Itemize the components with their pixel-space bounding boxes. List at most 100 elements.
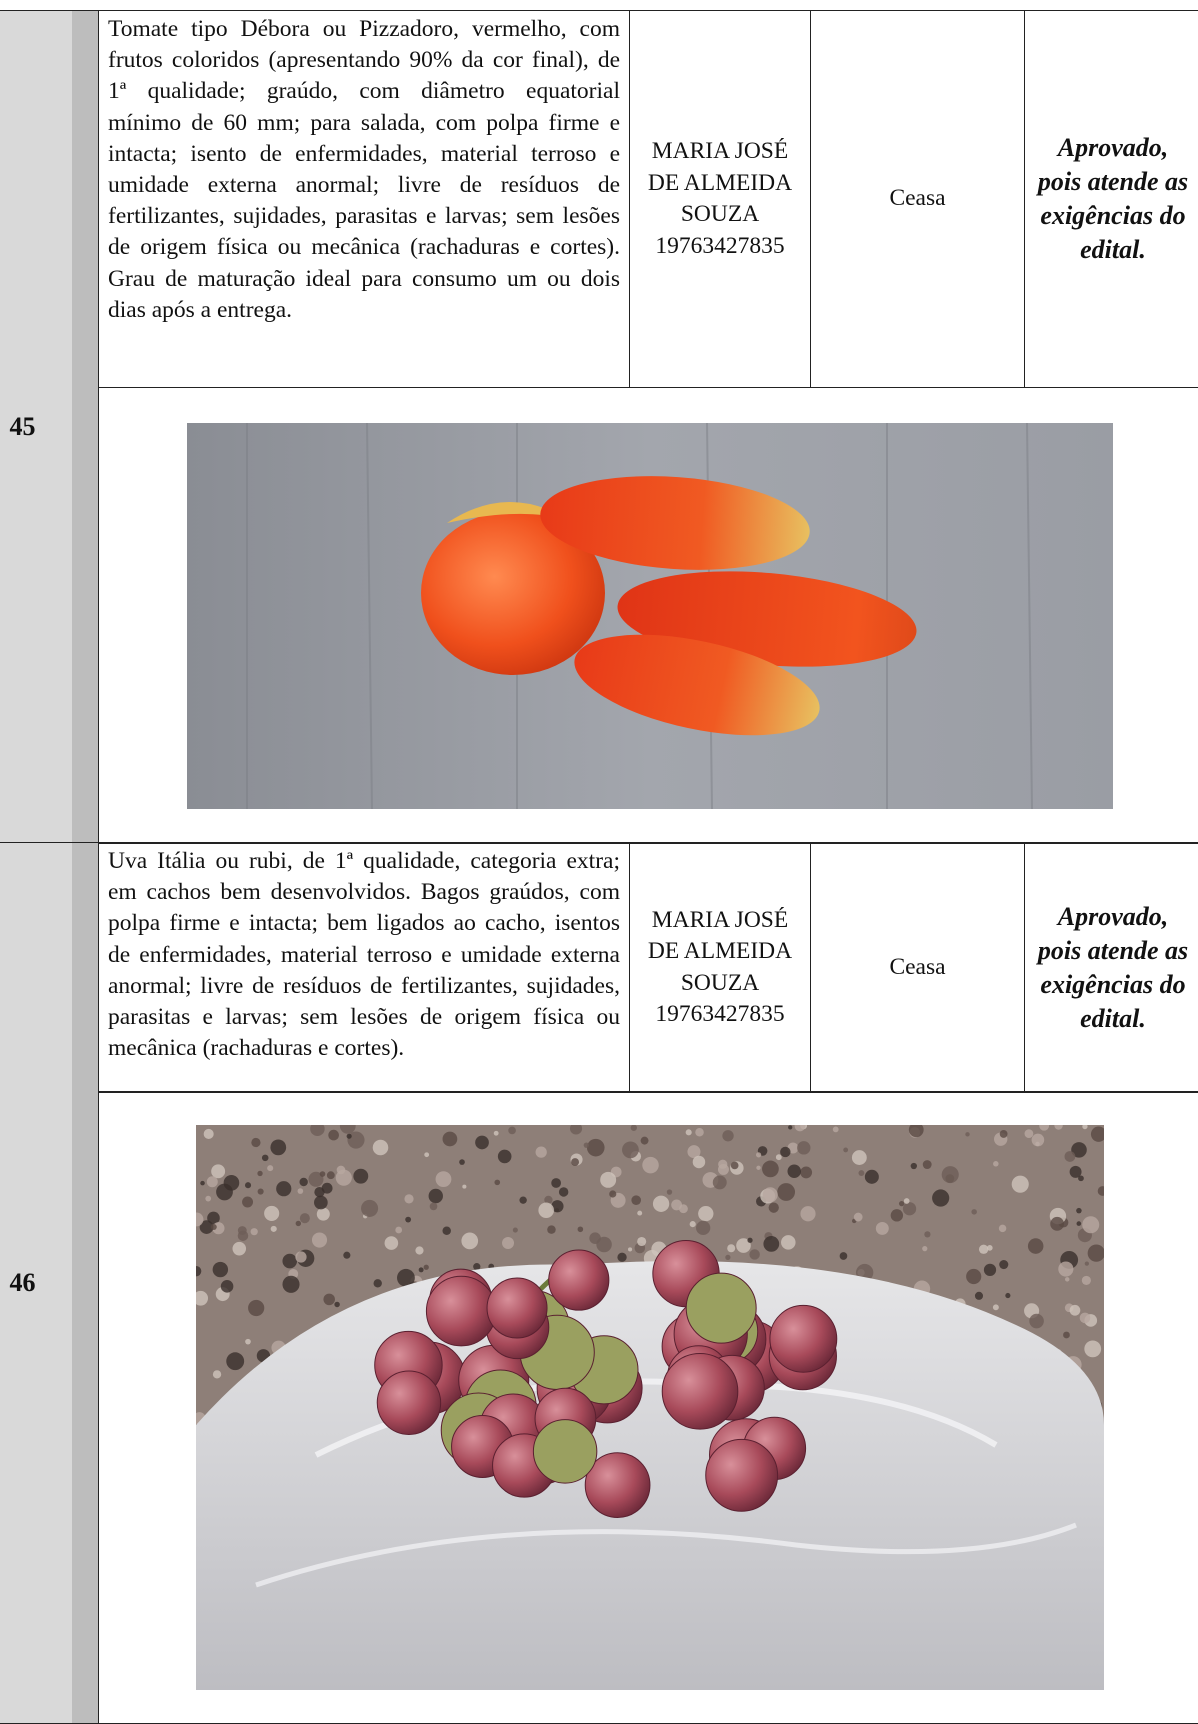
photo-detail [763, 1236, 780, 1252]
photo-detail [395, 1226, 403, 1234]
photo-detail [242, 1196, 254, 1208]
photo-detail [596, 1236, 612, 1253]
photo-detail [775, 1154, 782, 1161]
photo-detail [334, 1301, 340, 1308]
photo-detail [405, 1216, 412, 1223]
photo-detail [295, 1251, 307, 1263]
photo-detail [983, 1263, 997, 1276]
photo-detail [264, 1205, 280, 1221]
photo-detail [584, 1452, 651, 1518]
photo-detail [502, 1237, 515, 1250]
photo-detail [199, 1220, 214, 1234]
photo-detail [569, 1125, 583, 1135]
photo-detail [544, 1195, 553, 1205]
photo-detail [299, 1213, 310, 1224]
photo-detail [777, 1183, 796, 1201]
photo-detail [373, 1279, 382, 1288]
photo-detail [493, 1130, 499, 1136]
photo-detail [220, 1280, 234, 1293]
photo-detail [986, 1245, 993, 1251]
photo-detail [321, 1182, 333, 1194]
result: Aprovado, pois atende as exigências do e… [1024, 842, 1198, 1093]
photo-detail [311, 1232, 328, 1248]
item-number-cell: 46 [0, 842, 99, 1724]
photo-detail [1005, 1292, 1011, 1299]
photo-detail [261, 1154, 269, 1162]
photo-detail [788, 1125, 793, 1130]
photo-detail [212, 1370, 222, 1379]
photo-detail [890, 1209, 904, 1222]
photo-detail [695, 1127, 704, 1137]
photo-detail [661, 1353, 739, 1430]
photo-detail [428, 1188, 443, 1204]
photo-detail [295, 1220, 302, 1227]
photo-cell [98, 1091, 1198, 1724]
photo-cell [98, 387, 1198, 844]
photo-detail [712, 1175, 727, 1190]
photo-detail [423, 1264, 429, 1270]
photo-detail [609, 1190, 617, 1198]
photo-detail [196, 1290, 209, 1306]
photo-detail [908, 1125, 924, 1138]
photo-detail [361, 1199, 379, 1217]
photo-detail [1079, 1312, 1091, 1324]
photo-detail [1082, 1216, 1100, 1234]
photo-detail [839, 1252, 848, 1260]
photo-detail [206, 1176, 218, 1188]
photo-detail [196, 1212, 204, 1227]
photo-detail [245, 1338, 251, 1345]
photo-grapes [196, 1125, 1104, 1690]
photo-detail [323, 1293, 335, 1306]
photo-detail [902, 1202, 917, 1216]
photo-detail [652, 1195, 670, 1212]
photo-detail [347, 1131, 365, 1149]
photo-detail [843, 1147, 849, 1153]
photo-detail [328, 1129, 339, 1141]
photo-detail [974, 1291, 984, 1300]
photo-detail [853, 1212, 863, 1222]
photo-detail [232, 1241, 247, 1256]
photo-detail [922, 1160, 932, 1169]
photo-detail [1064, 1151, 1076, 1162]
photo-detail [685, 1129, 692, 1136]
photo-detail [424, 1152, 430, 1158]
photo-detail [725, 1254, 731, 1260]
photo-detail [692, 1155, 706, 1169]
supplier-cell: MARIA JOSÉ DE ALMEIDA SOUZA 19763427835 [629, 842, 811, 1093]
photo-detail [999, 1130, 1008, 1138]
photo-detail [600, 1171, 617, 1188]
photo-detail [640, 1136, 649, 1145]
photo-detail [282, 1275, 300, 1293]
photo-detail [762, 1187, 778, 1203]
photo-detail [1076, 1221, 1082, 1226]
photo-detail [941, 1166, 959, 1184]
photo-detail [586, 1138, 605, 1157]
photo-detail [1076, 1207, 1082, 1214]
photo-detail [270, 1139, 287, 1156]
photo-detail [310, 1125, 325, 1137]
photo-detail [551, 1200, 564, 1213]
photo-detail [1011, 1175, 1029, 1193]
photo-detail [1081, 1275, 1091, 1285]
photo-detail [548, 1249, 610, 1311]
photo-detail [687, 1145, 701, 1159]
photo-detail [1082, 1125, 1088, 1130]
photo-detail [244, 1182, 252, 1189]
origin: Ceasa [810, 10, 1025, 388]
photo-detail [992, 1304, 999, 1311]
photo-detail [637, 1236, 647, 1247]
photo-detail [727, 1244, 736, 1253]
photo-detail [762, 1160, 779, 1178]
photo-detail [583, 1142, 590, 1148]
photo-detail [1050, 1216, 1065, 1231]
photo-detail [1069, 1304, 1081, 1316]
photo-detail [237, 1226, 247, 1235]
photo-detail [486, 1277, 548, 1339]
photo-detail [1031, 1133, 1045, 1147]
photo-detail [622, 1141, 639, 1159]
photo-detail [473, 1263, 481, 1271]
photo-detail [547, 1225, 556, 1234]
photo-detail [1063, 1331, 1070, 1339]
photo-detail [335, 1169, 352, 1186]
photo-detail [384, 1236, 399, 1250]
